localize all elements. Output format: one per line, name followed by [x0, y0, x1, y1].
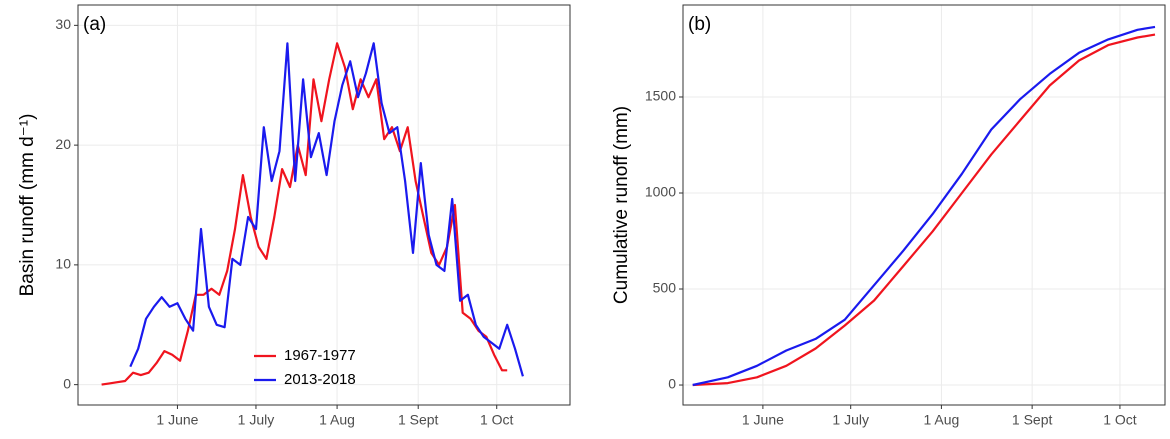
y-tick-label: 1000 [645, 184, 676, 200]
y-axis-title: Basin runoff (mm d⁻¹) [17, 114, 38, 297]
y-axis-title: Cumulative runoff (mm) [611, 106, 632, 304]
panel-label: (b) [688, 14, 711, 35]
x-tick-label: 1 Sept [398, 412, 439, 428]
series-line [101, 42, 508, 386]
y-tick-label: 20 [55, 136, 71, 152]
series-line [692, 25, 1156, 387]
x-tick-label: 1 July [832, 412, 869, 428]
legend-label: 1967-1977 [284, 347, 356, 364]
x-tick-label: 1 July [238, 412, 275, 428]
y-tick-label: 1500 [645, 88, 676, 104]
plot-border [682, 4, 1166, 406]
y-tick-label: 0 [63, 375, 71, 391]
x-tick-label: 1 Aug [923, 412, 959, 428]
x-tick-label: 1 June [742, 412, 784, 428]
panel-label: (a) [83, 14, 106, 35]
x-tick-label: 1 Oct [1103, 412, 1137, 428]
series-line [129, 42, 524, 377]
y-tick-label: 0 [668, 376, 676, 392]
plot-border [77, 4, 571, 406]
y-tick-label: 30 [55, 16, 71, 32]
series-line [692, 33, 1156, 387]
x-tick-label: 1 Aug [319, 412, 355, 428]
legend-label: 2013-2018 [284, 371, 356, 388]
x-tick-label: 1 Sept [1012, 412, 1053, 428]
y-tick-label: 500 [653, 280, 677, 296]
x-tick-label: 1 Oct [480, 412, 514, 428]
y-tick-label: 10 [55, 256, 71, 272]
x-tick-label: 1 June [156, 412, 198, 428]
